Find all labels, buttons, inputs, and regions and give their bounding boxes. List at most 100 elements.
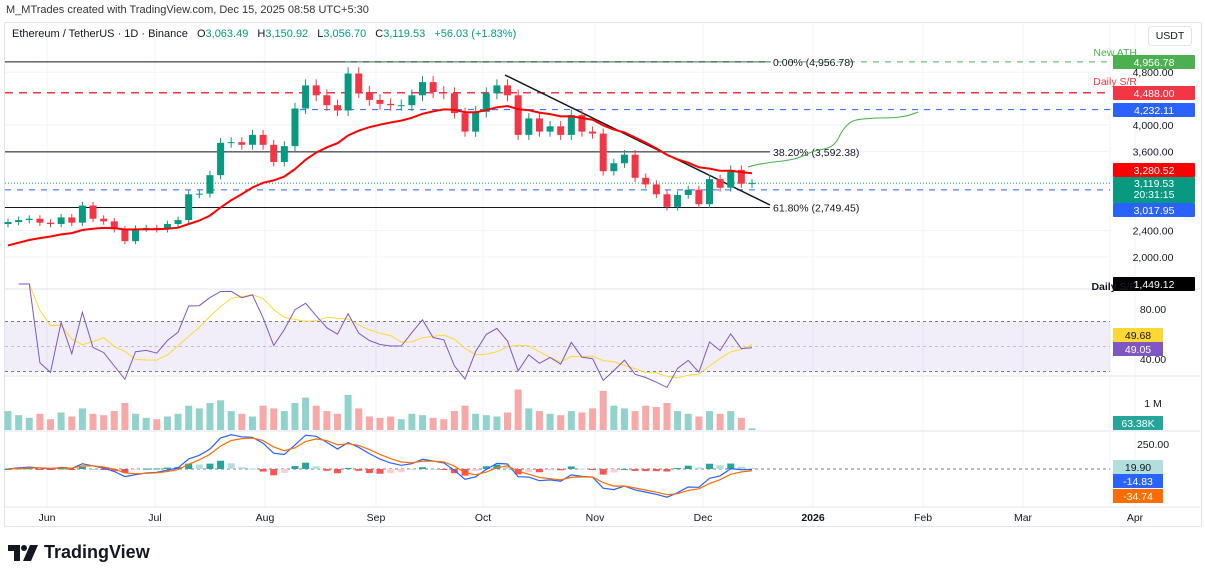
volume-bar [599, 390, 607, 430]
candle-body [174, 220, 182, 224]
symbol-title[interactable]: Ethereum / TetherUS · 1D · Binance [12, 28, 188, 40]
date-tick-label: Feb [914, 512, 932, 524]
brand-name: TradingView [44, 542, 150, 562]
candle-body [47, 222, 55, 224]
volume-bar [78, 408, 86, 430]
resistance-blue-badge-value: 4,232.11 [1134, 105, 1174, 117]
rsi-badge [1113, 342, 1163, 356]
date-tick-label: Oct [475, 512, 491, 524]
volume-bar [365, 416, 373, 430]
macd-histogram-bar [472, 469, 480, 472]
projection-path[interactable] [747, 111, 919, 168]
candle-body [89, 205, 97, 219]
macd-histogram-bar [323, 469, 331, 471]
price-tick-label: 2,000.00 [1133, 252, 1174, 264]
volume-bar [4, 411, 12, 430]
volume-bar [312, 405, 320, 430]
volume-bar [642, 405, 650, 430]
currency-button[interactable]: USDT [1148, 26, 1192, 46]
candle-body [217, 142, 225, 176]
macd-histogram-bar [68, 469, 76, 470]
tradingview-logo[interactable]: TradingView [8, 542, 150, 563]
volume-bar [185, 405, 193, 430]
daily-sr-support-tag: Daily S/R [1091, 281, 1137, 293]
volume-bar [302, 397, 310, 430]
volume-bar [217, 400, 225, 430]
volume-bar [748, 428, 756, 430]
rsi-tick-label: 40.00 [1140, 354, 1166, 366]
daily-sr-red-badge-value: 4,488.00 [1134, 88, 1175, 100]
volume-bar [461, 405, 469, 430]
macd-histogram-bar [397, 469, 405, 473]
candle-body [727, 169, 735, 188]
volume-tick-label: 1 M [1144, 398, 1162, 410]
macd-histogram-bar [163, 467, 171, 469]
candle-body [472, 111, 480, 132]
candle-body [514, 95, 522, 135]
macd-histogram-bar [631, 469, 639, 471]
time-axis[interactable]: Jun Jul Aug Sep Oct Nov Dec 2026 Feb Mar Apr [39, 512, 1144, 524]
volume-bar [546, 413, 554, 430]
chart-frame [4, 22, 1202, 527]
date-tick-label: Jul [148, 512, 161, 524]
new-ath-tag: New ATH [1093, 47, 1137, 59]
price-axis[interactable]: 4,800.00 4,000.00 3,600.00 2,400.00 2,000.00… [1133, 67, 1174, 451]
candle-body [333, 105, 341, 111]
macd-histogram-bar [238, 467, 246, 469]
volume-bar [57, 412, 65, 430]
rsi-band [5, 321, 1110, 372]
macd-histogram-bar [312, 466, 320, 469]
macd-signal-line [7, 437, 753, 496]
candle-body [163, 224, 171, 230]
macd-histogram-bar [695, 467, 703, 469]
low-value: 3,056.70 [323, 28, 367, 40]
macd-histogram-bar [227, 463, 235, 469]
high-label: H [257, 28, 266, 40]
change-value: +56.03 (+1.83%) [434, 28, 517, 40]
candle-body [78, 205, 86, 223]
volume-bar [737, 417, 745, 430]
rsi-value: 49.05 [1125, 344, 1151, 356]
price-tick-label: 4,800.00 [1133, 67, 1174, 79]
candle-body [525, 118, 533, 135]
macd-histogram-bar [674, 467, 682, 469]
macd-histogram-bar [110, 469, 118, 472]
ema-badge [1113, 163, 1195, 177]
macd-histogram-bar [705, 463, 713, 469]
volume-bar [248, 416, 256, 430]
candle-body [419, 82, 427, 96]
macd-histogram-bar [132, 469, 140, 470]
support-blue-badge [1113, 203, 1195, 217]
macd-histogram-bar [557, 469, 565, 471]
daily-sr-black-badge-value: 1,449.12 [1134, 279, 1175, 291]
countdown-timer: 20:31:15 [1134, 189, 1175, 201]
candle-body [376, 99, 384, 104]
descending-trendline[interactable] [504, 74, 771, 206]
volume-bar [631, 411, 639, 430]
volume-bar [408, 413, 416, 430]
ema-line [7, 104, 753, 247]
volume-bar [174, 413, 182, 430]
close-value: 3,119.53 [383, 28, 426, 40]
symbol-legend: Ethereum / TetherUS · 1D · Binance O3,06… [12, 28, 516, 40]
volume-bar [259, 405, 267, 430]
candle-body [748, 183, 756, 185]
support-blue-badge-value: 3,017.95 [1134, 205, 1175, 217]
macd-histogram-bar [25, 468, 33, 470]
candle-body [365, 92, 373, 100]
macd-histogram-bar [206, 463, 214, 469]
macd-histogram-bar [546, 469, 554, 471]
macd-histogram-bar [642, 469, 650, 472]
macd-histogram-bar [78, 466, 86, 469]
candle-body [567, 115, 575, 135]
price-tick-label: 2,400.00 [1133, 226, 1174, 238]
volume-bar [291, 403, 299, 430]
macd-histogram-bar [280, 469, 288, 473]
candle-body [674, 194, 682, 207]
macd-macd-value: -14.83 [1123, 476, 1153, 488]
macd-histogram-bar [525, 469, 533, 472]
candle-body [684, 189, 692, 195]
macd-histogram-bar [578, 468, 586, 470]
